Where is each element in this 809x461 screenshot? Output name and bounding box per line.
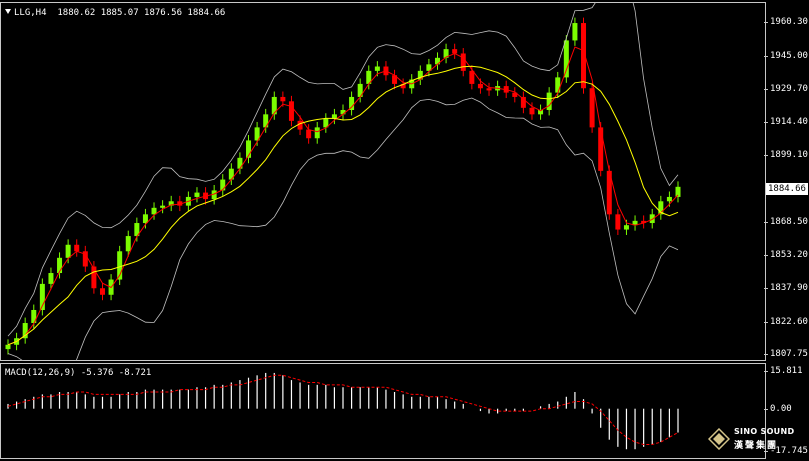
macd-tick-label: 15.811 — [764, 366, 803, 376]
candle — [546, 87, 552, 116]
candle — [39, 278, 45, 316]
candle — [349, 91, 355, 116]
price-axis: 1960.30 1945.00 1929.70 1914.40 1899.10 1868.… — [764, 2, 809, 361]
candle — [22, 317, 28, 344]
price-tick-label: 1929.70 — [764, 83, 808, 94]
candle — [486, 82, 492, 96]
candle — [314, 121, 320, 144]
candle — [443, 43, 449, 64]
candle — [117, 245, 123, 285]
lower-band-line — [7, 97, 679, 361]
candle — [632, 215, 638, 231]
current-price-label: 1884.66 — [766, 183, 808, 195]
price-tick-label: 1807.75 — [764, 349, 808, 359]
dropdown-triangle-icon[interactable] — [5, 9, 11, 14]
price-tick-label: 1914.40 — [764, 117, 808, 128]
candle — [160, 200, 166, 214]
candle — [211, 184, 217, 205]
candle — [151, 202, 157, 220]
ohlc-readout: 1880.62 1885.07 1876.56 1884.66 — [57, 8, 226, 18]
price-tick-label: 1853.20 — [764, 250, 808, 261]
price-tick-label: 1960.30 — [764, 17, 808, 28]
candle — [538, 104, 544, 120]
macd-chart — [7, 372, 679, 450]
candle — [125, 230, 131, 257]
candle — [5, 339, 11, 355]
price-tick-label: 1837.90 — [764, 283, 808, 294]
candle — [606, 165, 612, 220]
price-chart-pane[interactable] — [0, 2, 766, 361]
brand-name-en: SINO SOUND — [734, 427, 795, 436]
candle — [649, 208, 655, 229]
price-chart — [5, 2, 681, 361]
macd-tick-label: 0.00 — [764, 403, 792, 414]
slow-ma-line — [7, 65, 679, 346]
candle — [434, 52, 440, 70]
price-tick-label: 1822.60 — [764, 316, 808, 327]
candle — [555, 71, 561, 99]
candle — [563, 34, 569, 83]
candle — [340, 104, 346, 120]
chart-header: LLG,H4 1880.62 1885.07 1876.56 1884.66 — [5, 8, 225, 18]
candle — [426, 58, 432, 77]
candle — [615, 208, 621, 235]
candle — [91, 261, 97, 294]
candle — [237, 152, 243, 175]
candle — [82, 245, 88, 272]
sino-sound-logo-icon — [708, 428, 730, 450]
candle — [31, 304, 37, 329]
price-tick-label: 1868.50 — [764, 216, 808, 227]
price-tick-label: 1945.00 — [764, 50, 808, 61]
candle — [357, 78, 363, 103]
macd-tick-label: -17.745 — [764, 446, 808, 456]
candle — [57, 252, 63, 279]
candle — [392, 69, 398, 90]
candle — [194, 187, 200, 203]
candle — [452, 43, 458, 59]
candle — [228, 163, 234, 185]
candle — [641, 215, 647, 229]
candle — [366, 65, 372, 90]
candle — [134, 217, 140, 242]
candle — [675, 181, 681, 203]
candle — [288, 95, 294, 127]
candle — [400, 78, 406, 94]
candle — [246, 134, 252, 164]
symbol-label: LLG,H4 — [14, 8, 47, 18]
candle — [263, 108, 269, 133]
price-tick-label: 1899.10 — [764, 150, 808, 161]
macd-signal-line — [7, 374, 679, 445]
candle — [520, 91, 526, 114]
brand-name-zh: 漢聲集團 — [734, 441, 779, 451]
candle — [323, 113, 329, 133]
candle — [658, 195, 664, 220]
candle — [460, 48, 466, 77]
macd-header: MACD(12,26,9) -5.376 -8.721 — [5, 368, 152, 378]
fast-ma-line — [7, 46, 679, 346]
candle — [99, 282, 105, 301]
candle — [74, 239, 80, 257]
candle — [572, 17, 578, 46]
upper-band-line — [7, 2, 679, 337]
candle — [271, 91, 277, 120]
candle — [529, 102, 535, 120]
candle — [589, 82, 595, 133]
sino-sound-watermark: SINO SOUND 漢聲集團 — [708, 426, 800, 456]
candle — [65, 239, 71, 264]
candle — [48, 267, 54, 290]
macd-axis: 15.811 0.00 -17.745 — [764, 363, 809, 459]
candle — [297, 115, 303, 135]
candle — [331, 108, 337, 125]
macd-pane[interactable] — [0, 363, 766, 459]
candle — [581, 17, 587, 94]
candle — [177, 195, 183, 212]
candle — [417, 65, 423, 85]
candle — [142, 208, 148, 229]
candle — [168, 195, 174, 212]
candle — [512, 87, 518, 103]
candle — [306, 124, 312, 144]
candle — [220, 174, 226, 196]
